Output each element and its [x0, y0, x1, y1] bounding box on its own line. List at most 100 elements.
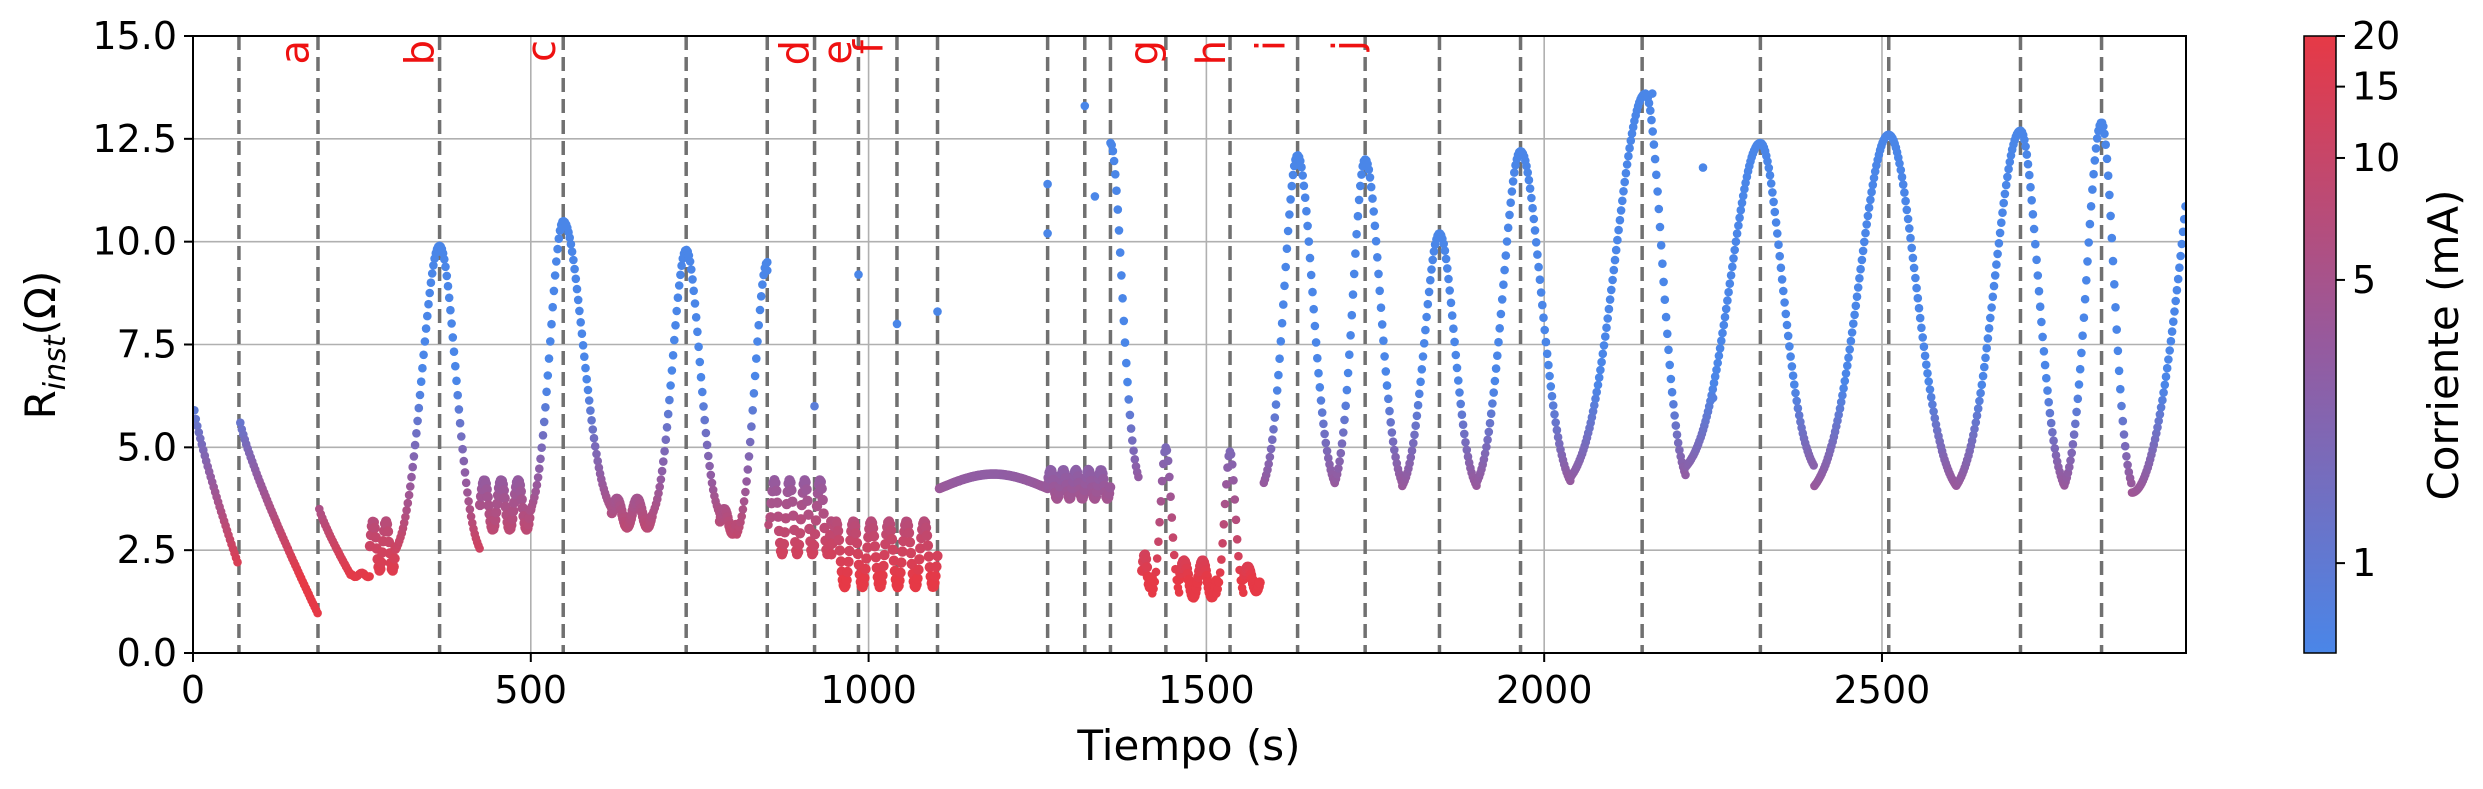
data-point [777, 546, 789, 557]
data-point [1130, 455, 1140, 464]
data-point [2069, 430, 2079, 439]
data-point [1484, 427, 1494, 437]
data-point [2171, 296, 2180, 306]
data-point [1649, 140, 1659, 149]
data-point [535, 464, 544, 474]
data-point [685, 257, 695, 266]
data-point [655, 482, 664, 492]
data-point [1483, 435, 1492, 445]
data-point [1774, 240, 1783, 249]
data-point [1501, 251, 1511, 260]
data-point [1845, 345, 1854, 354]
data-point [377, 547, 388, 558]
data-point [1675, 445, 1684, 455]
data-point [1450, 337, 1459, 347]
data-point [442, 271, 452, 281]
data-point [1605, 295, 1615, 304]
data-point [1846, 336, 1856, 346]
data-point [2165, 346, 2174, 355]
data-point [1373, 252, 1382, 262]
data-point [1152, 554, 1162, 563]
data-point [1265, 452, 1275, 462]
data-point [1348, 290, 1358, 299]
event-label-g: g [1122, 40, 1168, 65]
data-point [819, 522, 830, 534]
data-point [816, 483, 827, 494]
data-point [404, 490, 414, 500]
data-point [2105, 190, 2114, 200]
data-point [1320, 429, 1329, 439]
data-point [539, 417, 549, 427]
data-point [668, 351, 678, 360]
data-point [1226, 450, 1236, 459]
data-point [933, 307, 942, 316]
data-point [1282, 244, 1292, 253]
data-point [1271, 400, 1281, 409]
data-point [878, 560, 889, 572]
data-point [1539, 313, 1548, 323]
data-point [410, 440, 420, 450]
data-point [786, 484, 797, 496]
data-point [2022, 150, 2032, 159]
data-point [2155, 410, 2165, 419]
data-point [1732, 229, 1742, 238]
data-point [1043, 179, 1052, 189]
data-point [1335, 457, 1344, 466]
data-point [2179, 214, 2186, 224]
data-point [546, 337, 555, 346]
data-point [1540, 325, 1549, 335]
data-point [1491, 364, 1501, 373]
data-point [193, 414, 201, 424]
data-point [1898, 180, 1908, 189]
data-point [2170, 307, 2179, 316]
data-point [922, 540, 934, 551]
data-point [1780, 298, 1789, 307]
data-point [1538, 300, 1547, 310]
data-point [778, 538, 790, 550]
data-point [549, 286, 559, 296]
data-point [1614, 225, 1623, 235]
data-point [1334, 464, 1343, 473]
data-point [2029, 224, 2039, 234]
data-point [1709, 378, 1719, 388]
data-point [1423, 299, 1433, 309]
data-point [921, 530, 933, 541]
data-point [566, 239, 576, 249]
data-point [1998, 208, 2007, 217]
data-point [1374, 269, 1383, 279]
data-point [749, 389, 759, 398]
data-point [451, 361, 460, 371]
data-point [1907, 243, 1916, 253]
data-point [742, 477, 751, 486]
data-point [1715, 344, 1725, 353]
data-point [1375, 286, 1384, 296]
data-point [1911, 273, 1920, 283]
data-point [744, 452, 754, 461]
data-point [870, 552, 882, 563]
data-point [1480, 449, 1490, 458]
data-point [905, 547, 917, 559]
data-point [427, 269, 437, 278]
data-point [1369, 207, 1378, 216]
data-point [702, 440, 712, 450]
data-point [1364, 165, 1374, 174]
data-point [1346, 331, 1355, 340]
data-point [1655, 222, 1665, 232]
data-point [382, 526, 394, 537]
data-point [565, 233, 574, 242]
data-point [2026, 182, 2035, 192]
data-point [498, 485, 509, 496]
data-point [931, 561, 942, 572]
data-point [1666, 374, 1676, 384]
data-point [1134, 472, 1143, 482]
data-point [1782, 320, 1792, 330]
data-point [787, 496, 798, 507]
data-point [753, 337, 762, 346]
data-point [448, 333, 458, 342]
data-point [1461, 438, 1470, 447]
colorbar-tick-label: 20 [2352, 14, 2400, 58]
data-point [1356, 181, 1365, 191]
y-axis-title-sub: inst [38, 334, 73, 390]
data-point [698, 387, 707, 397]
